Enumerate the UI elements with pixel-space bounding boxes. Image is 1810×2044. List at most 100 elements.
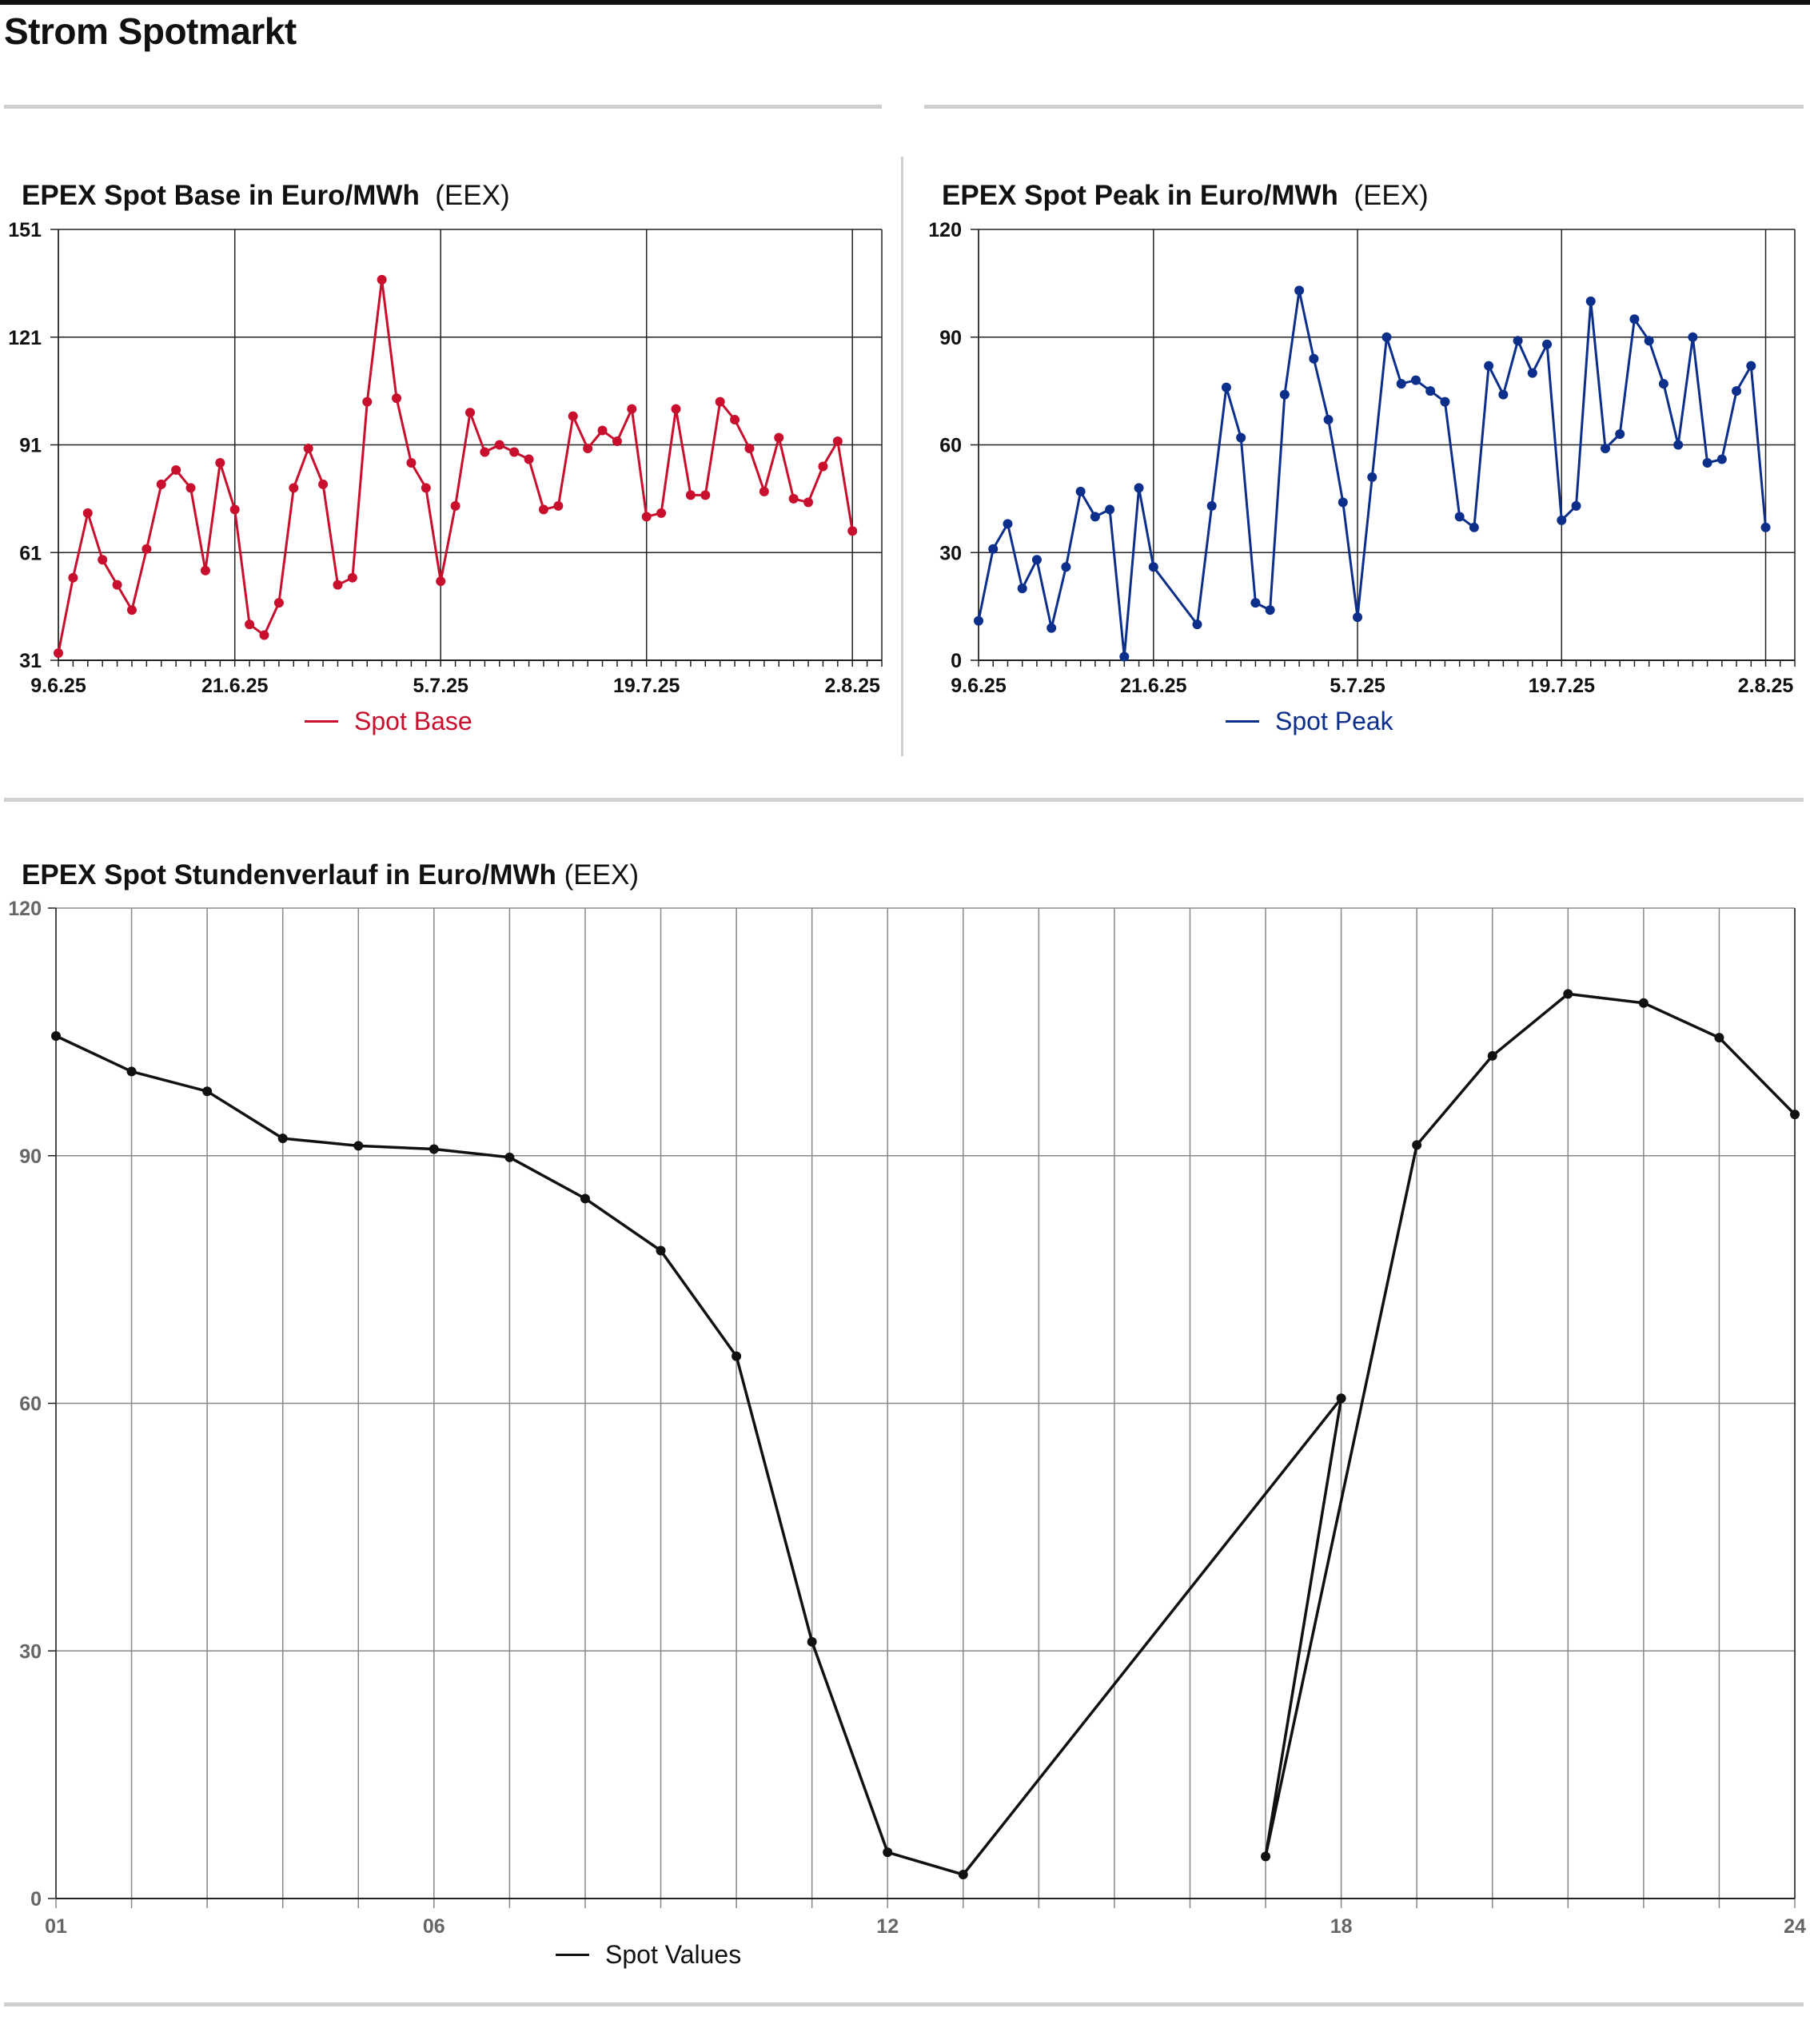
data-point [1294, 285, 1305, 296]
data-point [597, 425, 608, 436]
data-point [1261, 1851, 1271, 1862]
data-point [1644, 336, 1654, 346]
data-point [583, 443, 593, 453]
data-point [1381, 332, 1392, 342]
data-point [200, 565, 210, 576]
data-point [1527, 368, 1537, 378]
data-point [807, 1636, 817, 1647]
data-point [1638, 998, 1649, 1008]
x-tick-label: 21.6.25 [1120, 675, 1187, 697]
data-point [1031, 555, 1042, 565]
x-tick-label: 12 [876, 1915, 899, 1938]
data-point [1440, 396, 1450, 407]
data-point [1557, 515, 1567, 525]
data-point [1410, 375, 1421, 385]
data-point [883, 1847, 893, 1858]
data-point [273, 598, 284, 608]
y-tick-label: 0 [30, 1888, 42, 1911]
data-point [215, 457, 225, 468]
data-point [974, 616, 983, 626]
data-point [730, 415, 740, 425]
data-point [1017, 584, 1027, 594]
data-point [958, 1870, 968, 1880]
data-point [289, 483, 299, 493]
x-tick-label: 24 [1784, 1915, 1806, 1938]
data-point [685, 490, 696, 500]
x-tick-label: 19.7.25 [1529, 675, 1596, 697]
data-point [1134, 483, 1144, 493]
data-point [1192, 620, 1202, 630]
data-point [229, 504, 240, 515]
data-point [1673, 440, 1684, 450]
data-point [715, 396, 725, 407]
data-point [277, 1134, 288, 1144]
data-point [671, 404, 681, 414]
data-point [627, 404, 637, 414]
data-point [465, 408, 475, 418]
data-point [494, 440, 504, 450]
data-point [568, 411, 578, 421]
base-legend-label: Spot Base [354, 707, 472, 735]
x-tick-label: 21.6.25 [201, 675, 269, 697]
data-point [1338, 497, 1348, 508]
data-point [480, 447, 490, 457]
data-point [1484, 361, 1494, 371]
data-point [524, 454, 534, 464]
data-point [245, 620, 255, 630]
data-point [1075, 486, 1086, 496]
divider-top-left [4, 105, 882, 109]
data-point [1119, 651, 1130, 662]
data-point [1221, 382, 1231, 392]
x-tick-label: 06 [423, 1915, 445, 1938]
y-tick-label: 121 [8, 327, 42, 349]
base-legend-swatch [305, 720, 338, 723]
y-tick-label: 60 [939, 435, 962, 457]
data-point [68, 572, 78, 583]
hourly-chart: 0 30 60 90 120 01 06 12 18 24 [8, 898, 1806, 1938]
y-tick-label: 151 [8, 219, 42, 241]
hourly-chart-title: EPEX Spot Stundenverlauf in Euro/MWh (EE… [22, 859, 639, 891]
data-point [202, 1086, 213, 1097]
data-point [1061, 562, 1071, 572]
data-point [353, 1141, 364, 1151]
data-point [51, 1031, 61, 1042]
data-point [421, 483, 431, 493]
peak-legend-swatch [1226, 720, 1259, 723]
data-point [553, 500, 564, 511]
data-point [1206, 500, 1217, 511]
x-tick-label: 2.8.25 [824, 675, 880, 697]
data-point [1353, 612, 1363, 623]
y-tick-label: 30 [19, 1640, 42, 1663]
data-point [406, 457, 417, 468]
data-point [112, 580, 122, 590]
data-point [847, 526, 858, 536]
x-tick-label: 2.8.25 [1738, 675, 1794, 697]
data-point [347, 572, 357, 583]
x-tick-label: 18 [1330, 1915, 1353, 1938]
divider-vertical [901, 157, 903, 756]
data-point [1746, 361, 1756, 371]
data-point [832, 436, 843, 447]
data-point [504, 1152, 515, 1162]
data-point [1542, 339, 1553, 349]
data-point [171, 464, 181, 475]
data-point [98, 555, 108, 565]
data-point [656, 508, 667, 518]
base-chart-title: EPEX Spot Base in Euro/MWh (EEX) [22, 180, 510, 212]
divider-top-right [924, 105, 1804, 109]
peak-legend: Spot Peak [1226, 707, 1393, 736]
hourly-chart-title-text: EPEX Spot Stundenverlauf in Euro/MWh [22, 859, 556, 891]
top-bar [0, 0, 1810, 5]
data-point [1629, 314, 1640, 325]
series-line [55, 992, 1796, 1876]
data-point [788, 493, 799, 504]
peak-chart: 0 30 60 90 120 9.6.25 21.6.25 5.7.25 19.7.25 2.8.… [928, 219, 1796, 697]
peak-chart-source: (EEX) [1354, 180, 1429, 211]
x-tick-label: 5.7.25 [1330, 675, 1385, 697]
data-point [82, 508, 93, 518]
x-tick-label: 01 [45, 1915, 67, 1938]
data-point [1105, 504, 1115, 515]
data-point [732, 1351, 742, 1361]
divider-middle [4, 798, 1804, 802]
